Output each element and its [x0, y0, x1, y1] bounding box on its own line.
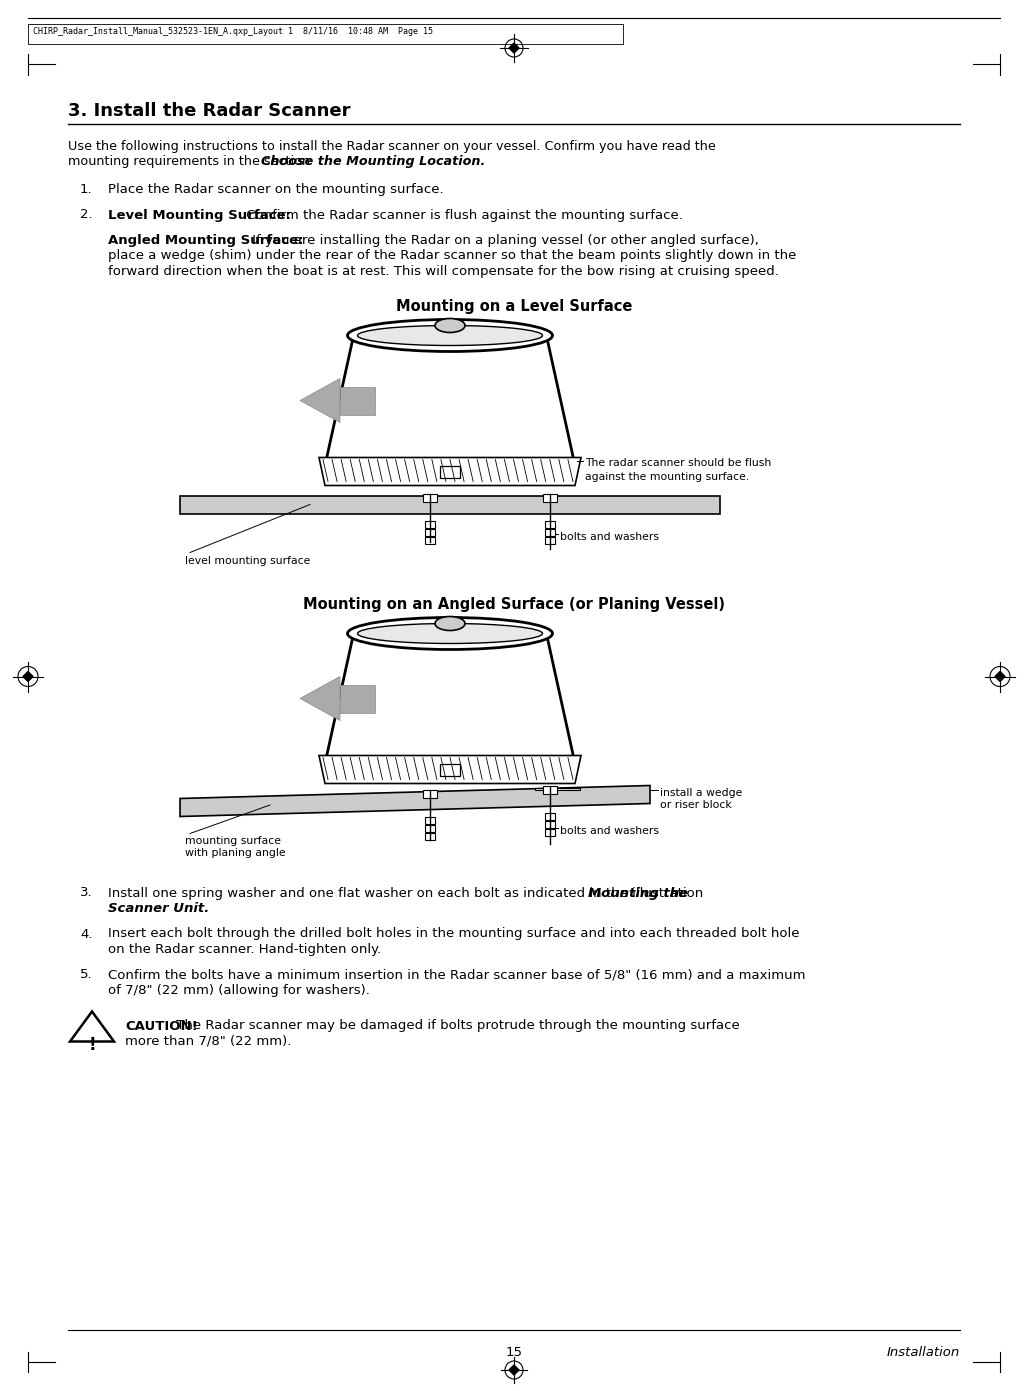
Text: of 7/8" (22 mm) (allowing for washers).: of 7/8" (22 mm) (allowing for washers).: [108, 983, 370, 997]
Ellipse shape: [435, 616, 465, 630]
Text: bolts and washers: bolts and washers: [560, 531, 659, 541]
Bar: [425, 520, 435, 527]
Bar: [425, 833, 435, 840]
Bar: [340, 387, 375, 415]
Text: The radar scanner should be flush: The radar scanner should be flush: [585, 459, 771, 469]
Text: place a wedge (shim) under the rear of the Radar scanner so that the beam points: place a wedge (shim) under the rear of t…: [108, 249, 797, 263]
Polygon shape: [535, 787, 580, 790]
Polygon shape: [509, 1365, 519, 1374]
Bar: [545, 829, 555, 836]
Text: Confirm the Radar scanner is flush against the mounting surface.: Confirm the Radar scanner is flush again…: [242, 209, 683, 221]
Polygon shape: [325, 341, 575, 466]
Polygon shape: [300, 378, 340, 423]
Text: Angled Mounting Surface:: Angled Mounting Surface:: [108, 234, 303, 248]
Bar: [545, 814, 555, 821]
Bar: [440, 466, 460, 477]
Polygon shape: [995, 672, 1005, 682]
Polygon shape: [509, 43, 519, 53]
Bar: [543, 494, 557, 502]
Text: with planing angle: with planing angle: [185, 849, 286, 858]
Text: Level Mounting Surface:: Level Mounting Surface:: [108, 209, 291, 221]
Text: on the Radar scanner. Hand-tighten only.: on the Radar scanner. Hand-tighten only.: [108, 943, 381, 956]
Bar: [425, 817, 435, 823]
Text: level mounting surface: level mounting surface: [185, 555, 310, 566]
Text: or riser block: or riser block: [660, 800, 732, 811]
Text: 1.: 1.: [80, 184, 93, 196]
Text: The Radar scanner may be damaged if bolts protrude through the mounting surface: The Radar scanner may be damaged if bolt…: [172, 1020, 739, 1032]
Bar: [425, 825, 435, 832]
Text: more than 7/8" (22 mm).: more than 7/8" (22 mm).: [125, 1035, 291, 1047]
Text: 3.: 3.: [80, 886, 93, 900]
Text: bolts and washers: bolts and washers: [560, 826, 659, 836]
Bar: [425, 529, 435, 536]
Text: Install one spring washer and one flat washer on each bolt as indicated in the i: Install one spring washer and one flat w…: [108, 886, 707, 900]
Text: forward direction when the boat is at rest. This will compensate for the bow ris: forward direction when the boat is at re…: [108, 266, 779, 278]
Ellipse shape: [347, 320, 552, 352]
Ellipse shape: [358, 623, 543, 644]
Polygon shape: [319, 458, 581, 485]
Polygon shape: [70, 1011, 114, 1042]
Text: Scanner Unit.: Scanner Unit.: [108, 901, 210, 915]
Text: Mounting the: Mounting the: [588, 886, 689, 900]
Text: Place the Radar scanner on the mounting surface.: Place the Radar scanner on the mounting …: [108, 184, 444, 196]
Ellipse shape: [358, 325, 543, 345]
Bar: [440, 764, 460, 776]
Bar: [423, 790, 437, 797]
Text: Installation: Installation: [887, 1346, 960, 1359]
Text: against the mounting surface.: against the mounting surface.: [585, 472, 749, 481]
Bar: [545, 529, 555, 536]
Text: Mounting on a Level Surface: Mounting on a Level Surface: [396, 299, 632, 313]
Polygon shape: [325, 638, 575, 764]
Bar: [340, 684, 375, 712]
Text: mounting requirements in the section: mounting requirements in the section: [68, 156, 315, 168]
Bar: [543, 786, 557, 794]
Text: Choose the Mounting Location.: Choose the Mounting Location.: [261, 156, 485, 168]
Text: Confirm the bolts have a minimum insertion in the Radar scanner base of 5/8" (16: Confirm the bolts have a minimum inserti…: [108, 968, 806, 982]
Text: 15: 15: [506, 1346, 522, 1359]
Text: !: !: [88, 1035, 96, 1053]
Text: Insert each bolt through the drilled bolt holes in the mounting surface and into: Insert each bolt through the drilled bol…: [108, 928, 800, 940]
Text: Use the following instructions to install the Radar scanner on your vessel. Conf: Use the following instructions to instal…: [68, 140, 715, 153]
Text: 5.: 5.: [80, 968, 93, 982]
Text: Mounting on an Angled Surface (or Planing Vessel): Mounting on an Angled Surface (or Planin…: [303, 597, 725, 612]
Bar: [545, 520, 555, 527]
Text: 3. Install the Radar Scanner: 3. Install the Radar Scanner: [68, 102, 351, 120]
Text: If you are installing the Radar on a planing vessel (or other angled surface),: If you are installing the Radar on a pla…: [248, 234, 759, 248]
Bar: [28, 24, 623, 45]
Text: 2.: 2.: [80, 209, 93, 221]
Polygon shape: [180, 786, 650, 817]
Text: mounting surface: mounting surface: [185, 836, 281, 847]
Bar: [545, 537, 555, 544]
Polygon shape: [300, 676, 340, 721]
Bar: [423, 494, 437, 502]
Text: 4.: 4.: [80, 928, 93, 940]
Bar: [180, 495, 720, 513]
Ellipse shape: [435, 319, 465, 332]
Text: CAUTION!: CAUTION!: [125, 1020, 197, 1032]
Text: install a wedge: install a wedge: [660, 787, 742, 797]
Text: CHIRP_Radar_Install_Manual_532523-1EN_A.qxp_Layout 1  8/11/16  10:48 AM  Page 15: CHIRP_Radar_Install_Manual_532523-1EN_A.…: [33, 26, 433, 36]
Ellipse shape: [347, 618, 552, 650]
Bar: [425, 537, 435, 544]
Polygon shape: [23, 672, 33, 682]
Bar: [545, 821, 555, 828]
Polygon shape: [319, 755, 581, 783]
